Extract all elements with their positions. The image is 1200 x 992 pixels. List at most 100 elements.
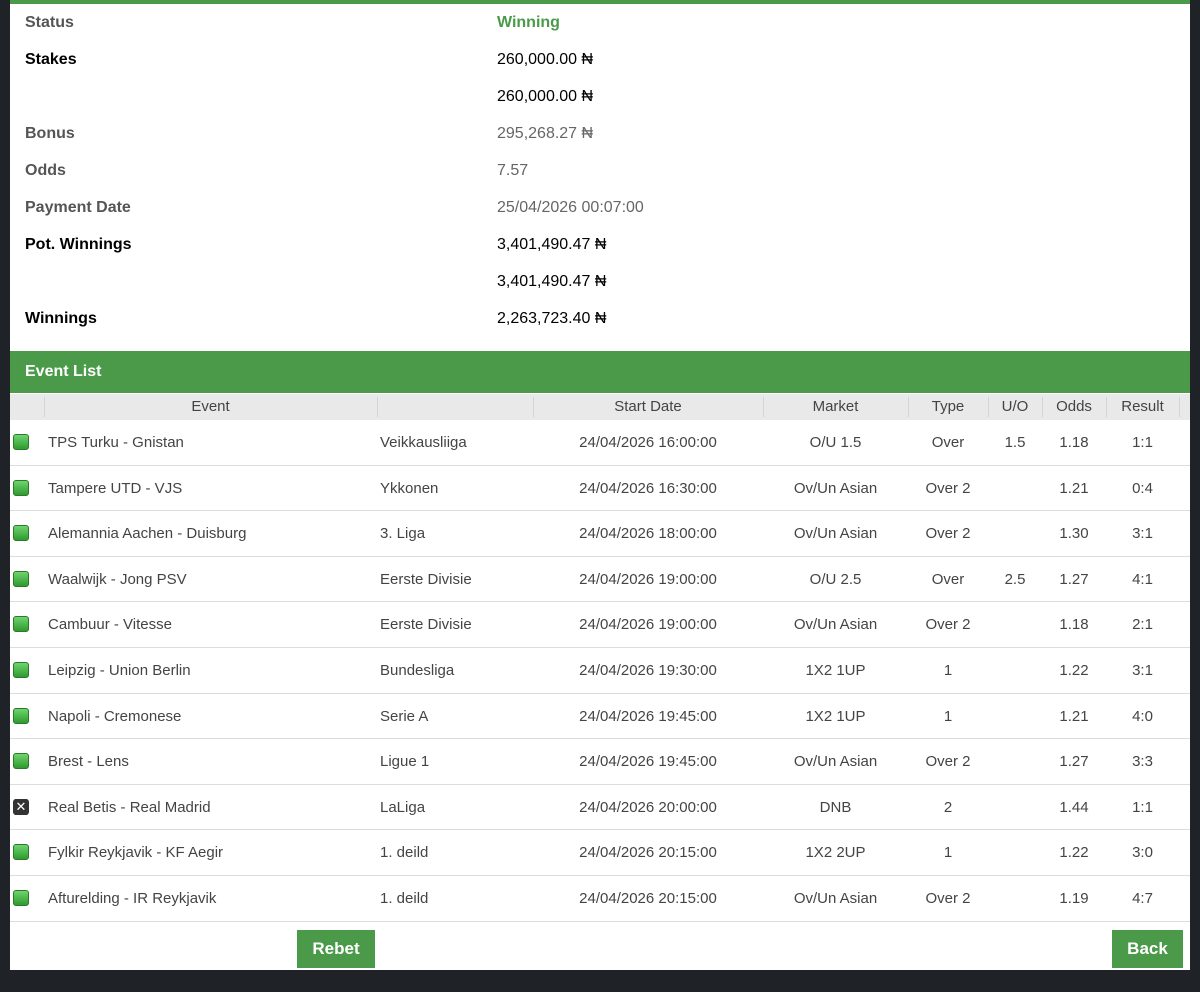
event-type: Over: [931, 434, 965, 451]
table-row[interactable]: Brest - Lens Ligue 1 24/04/2026 19:45:00 Ov…: [10, 739, 1190, 785]
event-league: Eerste Divisie: [380, 570, 472, 588]
event-odds: 1.22: [1059, 662, 1089, 679]
status-row: Status Winning: [10, 4, 1190, 41]
table-row[interactable]: Afturelding - IR Reykjavik 1. deild 24/04/…: [10, 876, 1190, 922]
event-name: Alemannia Aachen - Duisburg: [48, 525, 247, 543]
stakes-value: 260,000.00 ₦: [497, 51, 594, 68]
table-row[interactable]: Cambuur - Vitesse Eerste Divisie 24/04/202…: [10, 602, 1190, 648]
event-start-date: 24/04/2026 20:15:00: [579, 890, 717, 907]
event-name: Tampere UTD - VJS: [48, 479, 183, 497]
event-odds: 1.21: [1059, 479, 1089, 497]
event-league: LaLiga: [380, 798, 426, 816]
stakes-row-secondary: 260,000.00 ₦: [10, 78, 1190, 115]
event-result: 2:1: [1132, 616, 1153, 634]
event-odds: 1.27: [1059, 753, 1089, 771]
table-row[interactable]: Fylkir Reykjavik - KF Aegir 1. deild 24/04…: [10, 830, 1190, 876]
table-row[interactable]: Alemannia Aachen - Duisburg 3. Liga 24/04/…: [10, 511, 1190, 557]
event-start-date: 24/04/2026 19:00:00: [579, 570, 717, 588]
event-uo: [988, 694, 1042, 739]
col-header-uo[interactable]: U/O: [1001, 398, 1029, 415]
event-name: Fylkir Reykjavik - KF Aegir: [48, 844, 224, 862]
won-status-icon: [13, 753, 29, 770]
col-header-start-date[interactable]: Start Date: [614, 398, 682, 415]
event-type: 2: [943, 798, 953, 816]
won-status-icon: [13, 525, 29, 542]
bet-details-panel: Status Winning Stakes 260,000.00 ₦ 260,0…: [10, 0, 1190, 970]
pot-winnings-row: Pot. Winnings 3,401,490.47 ₦: [10, 226, 1190, 263]
event-type: Over 2: [925, 479, 971, 497]
event-result: 3:0: [1132, 844, 1153, 862]
pot-winnings-row-secondary: 3,401,490.47 ₦: [10, 263, 1190, 300]
event-table-header: Event Start Date Market Type U/O Odds Re…: [10, 394, 1190, 420]
pot-winnings-value-secondary: 3,401,490.47 ₦: [497, 273, 607, 290]
bonus-value: 295,268.27 ₦: [497, 125, 594, 142]
event-market: Ov/Un Asian: [793, 890, 878, 907]
payment-date-value: 25/04/2026 00:07:00: [497, 199, 644, 216]
payment-date-label: Payment Date: [25, 199, 131, 216]
event-result: 0:4: [1132, 479, 1153, 497]
event-name: TPS Turku - Gnistan: [48, 434, 184, 451]
won-status-icon: [13, 844, 29, 861]
won-status-icon: [13, 662, 29, 678]
event-league: 1. deild: [380, 844, 429, 862]
winnings-row: Winnings 2,263,723.40 ₦: [10, 300, 1190, 337]
pot-winnings-value: 3,401,490.47 ₦: [497, 236, 607, 253]
event-uo: [988, 739, 1042, 784]
col-header-result[interactable]: Result: [1121, 398, 1164, 415]
event-uo: 1.5: [1004, 434, 1026, 451]
col-header-odds[interactable]: Odds: [1056, 398, 1092, 415]
table-row[interactable]: Real Betis - Real Madrid LaLiga 24/04/2026…: [10, 785, 1190, 831]
event-uo: [988, 602, 1042, 647]
event-type: 1: [943, 707, 953, 725]
table-row[interactable]: Waalwijk - Jong PSV Eerste Divisie 24/04/2…: [10, 557, 1190, 603]
event-odds: 1.19: [1059, 890, 1089, 907]
table-row[interactable]: Leipzig - Union Berlin Bundesliga 24/04/20…: [10, 648, 1190, 694]
won-status-icon: [13, 707, 29, 724]
col-header-event[interactable]: Event: [191, 398, 230, 415]
won-status-icon: [13, 479, 29, 496]
event-uo: 2.5: [1004, 570, 1026, 588]
event-uo: [988, 511, 1042, 556]
event-list-title: Event List: [10, 351, 1190, 393]
event-start-date: 24/04/2026 19:00:00: [579, 616, 717, 634]
rebet-button[interactable]: Rebet: [297, 930, 375, 968]
event-odds: 1.18: [1059, 616, 1089, 634]
back-button[interactable]: Back: [1112, 930, 1183, 968]
event-name: Brest - Lens: [48, 753, 129, 771]
pot-winnings-label: Pot. Winnings: [25, 236, 132, 253]
event-name: Leipzig - Union Berlin: [48, 662, 191, 679]
event-start-date: 24/04/2026 20:00:00: [579, 798, 717, 816]
event-odds: 1.18: [1059, 434, 1089, 451]
odds-value: 7.57: [497, 162, 529, 179]
event-start-date: 24/04/2026 19:30:00: [579, 662, 717, 679]
event-start-date: 24/04/2026 18:00:00: [579, 525, 717, 543]
event-league: Ykkonen: [380, 479, 439, 497]
event-result: 1:1: [1132, 798, 1153, 816]
event-market: Ov/Un Asian: [793, 525, 878, 543]
col-header-market[interactable]: Market: [812, 398, 859, 415]
status-value: Winning: [497, 14, 560, 31]
event-result: 4:7: [1132, 890, 1153, 907]
event-result: 3:1: [1132, 525, 1153, 543]
event-league: 1. deild: [380, 890, 429, 907]
event-type: 1: [943, 844, 953, 862]
event-odds: 1.27: [1059, 570, 1089, 588]
event-result: 4:0: [1132, 707, 1153, 725]
event-uo: [988, 648, 1042, 693]
table-row[interactable]: Napoli - Cremonese Serie A 24/04/2026 19:4…: [10, 694, 1190, 740]
event-type: Over 2: [925, 616, 971, 634]
event-type: Over 2: [925, 753, 971, 771]
event-uo: [988, 830, 1042, 875]
table-row[interactable]: Tampere UTD - VJS Ykkonen 24/04/2026 16:30…: [10, 466, 1190, 512]
winnings-value: 2,263,723.40 ₦: [497, 310, 607, 327]
table-row[interactable]: TPS Turku - Gnistan Veikkausliiga 24/04/20…: [10, 420, 1190, 466]
event-uo: [988, 876, 1042, 921]
col-header-type[interactable]: Type: [931, 398, 965, 415]
lost-status-icon: [13, 798, 29, 815]
event-market: 1X2 1UP: [805, 662, 866, 679]
event-market: DNB: [819, 798, 852, 816]
event-type: Over 2: [925, 890, 971, 907]
event-result: 1:1: [1132, 434, 1153, 451]
won-status-icon: [13, 890, 29, 906]
event-start-date: 24/04/2026 16:00:00: [579, 434, 717, 451]
